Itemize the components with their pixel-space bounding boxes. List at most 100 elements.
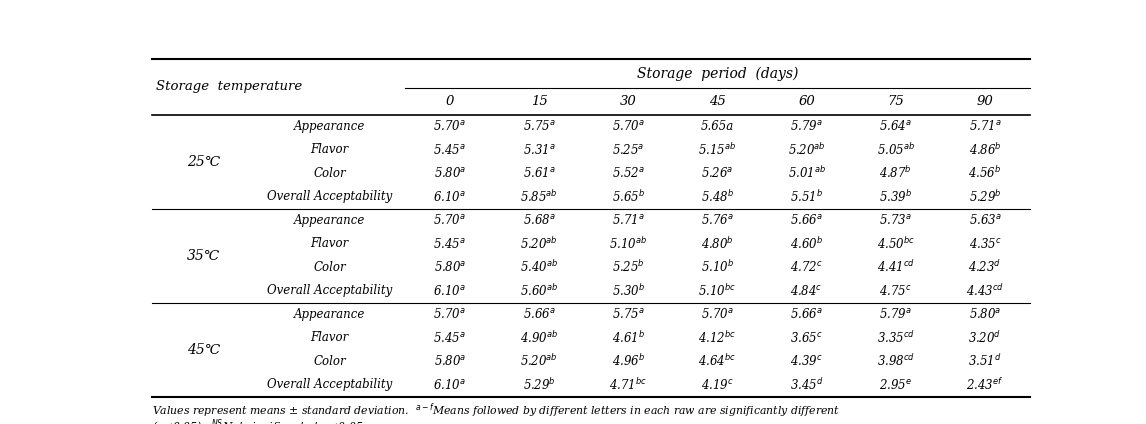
Text: 5.70$^{a}$: 5.70$^{a}$ — [701, 307, 733, 321]
Text: 5.48$^{b}$: 5.48$^{b}$ — [701, 189, 733, 205]
Text: 2.43$^{ef}$: 2.43$^{ef}$ — [966, 377, 1004, 393]
Text: 4.60$^{b}$: 4.60$^{b}$ — [790, 236, 823, 252]
Text: 5.25$^{a}$: 5.25$^{a}$ — [612, 143, 644, 157]
Text: 5.70$^{a}$: 5.70$^{a}$ — [433, 307, 466, 321]
Text: Flavor: Flavor — [311, 143, 348, 156]
Text: 3.51$^{d}$: 3.51$^{d}$ — [968, 354, 1002, 369]
Text: 4.35$^{c}$: 4.35$^{c}$ — [968, 237, 1002, 251]
Text: 3.65$^{c}$: 3.65$^{c}$ — [791, 331, 823, 345]
Text: 5.01$^{ab}$: 5.01$^{ab}$ — [787, 165, 826, 181]
Text: 5.76$^{a}$: 5.76$^{a}$ — [701, 213, 733, 227]
Text: 5.80$^{a}$: 5.80$^{a}$ — [433, 260, 466, 274]
Text: Flavor: Flavor — [311, 331, 348, 344]
Text: 4.64$^{bc}$: 4.64$^{bc}$ — [698, 354, 737, 369]
Text: Overall Acceptability: Overall Acceptability — [267, 285, 392, 297]
Text: 4.71$^{bc}$: 4.71$^{bc}$ — [610, 377, 647, 393]
Text: 5.64$^{a}$: 5.64$^{a}$ — [879, 119, 912, 133]
Text: Appearance: Appearance — [295, 308, 366, 321]
Text: 5.20$^{ab}$: 5.20$^{ab}$ — [787, 142, 825, 158]
Text: 4.23$^{d}$: 4.23$^{d}$ — [968, 259, 1002, 275]
Text: 3.35$^{cd}$: 3.35$^{cd}$ — [877, 330, 915, 346]
Text: 5.85$^{ab}$: 5.85$^{ab}$ — [520, 189, 558, 205]
Text: 5.20$^{ab}$: 5.20$^{ab}$ — [520, 354, 558, 369]
Text: 4.90$^{ab}$: 4.90$^{ab}$ — [520, 330, 558, 346]
Text: 5.25$^{b}$: 5.25$^{b}$ — [612, 259, 644, 275]
Text: 25℃: 25℃ — [187, 155, 220, 169]
Text: 5.45$^{a}$: 5.45$^{a}$ — [433, 237, 466, 251]
Text: 5.75$^{a}$: 5.75$^{a}$ — [612, 307, 645, 321]
Text: 6.10$^{a}$: 6.10$^{a}$ — [433, 190, 466, 204]
Text: 5.51$^{b}$: 5.51$^{b}$ — [790, 189, 823, 205]
Text: 5.45$^{a}$: 5.45$^{a}$ — [433, 143, 466, 157]
Text: 5.45$^{a}$: 5.45$^{a}$ — [433, 331, 466, 345]
Text: 5.70$^{a}$: 5.70$^{a}$ — [612, 119, 645, 133]
Text: 4.86$^{b}$: 4.86$^{b}$ — [968, 142, 1002, 158]
Text: 4.80$^{b}$: 4.80$^{b}$ — [701, 236, 733, 252]
Text: 4.19$^{c}$: 4.19$^{c}$ — [701, 378, 733, 392]
Text: 4.84$^{c}$: 4.84$^{c}$ — [791, 284, 823, 298]
Text: 4.61$^{b}$: 4.61$^{b}$ — [612, 330, 645, 346]
Text: 5.70$^{a}$: 5.70$^{a}$ — [433, 119, 466, 133]
Text: Overall Acceptability: Overall Acceptability — [267, 190, 392, 204]
Text: Storage  temperature: Storage temperature — [156, 80, 301, 93]
Text: 5.70$^{a}$: 5.70$^{a}$ — [433, 213, 466, 227]
Text: 5.80$^{a}$: 5.80$^{a}$ — [433, 166, 466, 180]
Text: 4.12$^{bc}$: 4.12$^{bc}$ — [698, 330, 737, 346]
Text: Values represent means $\pm$ standard deviation.  $^{a-f}$Means followed by diff: Values represent means $\pm$ standard de… — [152, 402, 840, 420]
Text: 5.66$^{a}$: 5.66$^{a}$ — [791, 213, 823, 227]
Text: 4.56$^{b}$: 4.56$^{b}$ — [968, 165, 1002, 181]
Text: 4.41$^{cd}$: 4.41$^{cd}$ — [877, 259, 915, 275]
Text: 5.10$^{b}$: 5.10$^{b}$ — [701, 259, 733, 275]
Text: 5.80$^{a}$: 5.80$^{a}$ — [433, 354, 466, 368]
Text: 5.75$^{a}$: 5.75$^{a}$ — [523, 119, 556, 133]
Text: 30: 30 — [620, 95, 637, 108]
Text: 5.31$^{a}$: 5.31$^{a}$ — [523, 143, 556, 157]
Text: 5.79$^{a}$: 5.79$^{a}$ — [879, 307, 912, 321]
Text: 35℃: 35℃ — [187, 248, 220, 262]
Text: 3.98$^{cd}$: 3.98$^{cd}$ — [877, 354, 915, 369]
Text: Overall Acceptability: Overall Acceptability — [267, 378, 392, 391]
Text: 4.87$^{b}$: 4.87$^{b}$ — [879, 165, 912, 181]
Text: 5.26$^{a}$: 5.26$^{a}$ — [701, 166, 733, 180]
Text: Flavor: Flavor — [311, 237, 348, 250]
Text: Color: Color — [314, 355, 346, 368]
Text: 5.61$^{a}$: 5.61$^{a}$ — [523, 166, 556, 180]
Text: 5.73$^{a}$: 5.73$^{a}$ — [879, 213, 912, 227]
Text: 4.43$^{cd}$: 4.43$^{cd}$ — [966, 283, 1004, 299]
Text: 5.39$^{b}$: 5.39$^{b}$ — [879, 189, 912, 205]
Text: (p<0.05).  $^{NS}$Not significant at p<0.05.: (p<0.05). $^{NS}$Not significant at p<0.… — [152, 417, 367, 424]
Text: 90: 90 — [976, 95, 994, 108]
Text: 0: 0 — [446, 95, 454, 108]
Text: 4.50$^{bc}$: 4.50$^{bc}$ — [877, 236, 915, 252]
Text: 6.10$^{a}$: 6.10$^{a}$ — [433, 378, 466, 392]
Text: 15: 15 — [531, 95, 548, 108]
Text: Color: Color — [314, 261, 346, 274]
Text: 5.40$^{ab}$: 5.40$^{ab}$ — [520, 259, 558, 275]
Text: 60: 60 — [799, 95, 815, 108]
Text: 5.10$^{bc}$: 5.10$^{bc}$ — [698, 283, 737, 299]
Text: 5.79$^{a}$: 5.79$^{a}$ — [791, 119, 823, 133]
Text: 2.95$^{e}$: 2.95$^{e}$ — [879, 378, 912, 392]
Text: 5.20$^{ab}$: 5.20$^{ab}$ — [520, 236, 558, 252]
Text: 5.63$^{a}$: 5.63$^{a}$ — [968, 213, 1002, 227]
Text: 5.68$^{a}$: 5.68$^{a}$ — [523, 213, 556, 227]
Text: 5.66$^{a}$: 5.66$^{a}$ — [791, 307, 823, 321]
Text: 5.65$^{b}$: 5.65$^{b}$ — [612, 189, 645, 205]
Text: 5.60$^{ab}$: 5.60$^{ab}$ — [520, 283, 558, 299]
Text: 5.29$^{b}$: 5.29$^{b}$ — [968, 189, 1002, 205]
Text: Appearance: Appearance — [295, 214, 366, 227]
Text: 4.39$^{c}$: 4.39$^{c}$ — [791, 354, 823, 368]
Text: Storage  period  (days): Storage period (days) — [637, 67, 798, 81]
Text: 5.52$^{a}$: 5.52$^{a}$ — [612, 166, 645, 180]
Text: 3.20$^{d}$: 3.20$^{d}$ — [968, 330, 1002, 346]
Text: 4.75$^{c}$: 4.75$^{c}$ — [879, 284, 912, 298]
Text: 5.15$^{ab}$: 5.15$^{ab}$ — [698, 142, 737, 158]
Text: 4.72$^{c}$: 4.72$^{c}$ — [791, 260, 823, 274]
Text: 6.10$^{a}$: 6.10$^{a}$ — [433, 284, 466, 298]
Text: 5.65a: 5.65a — [701, 120, 735, 133]
Text: 75: 75 — [887, 95, 904, 108]
Text: 5.10$^{ab}$: 5.10$^{ab}$ — [610, 236, 647, 252]
Text: 4.96$^{b}$: 4.96$^{b}$ — [612, 354, 645, 369]
Text: 3.45$^{d}$: 3.45$^{d}$ — [790, 377, 824, 393]
Text: 5.29$^{b}$: 5.29$^{b}$ — [523, 377, 556, 393]
